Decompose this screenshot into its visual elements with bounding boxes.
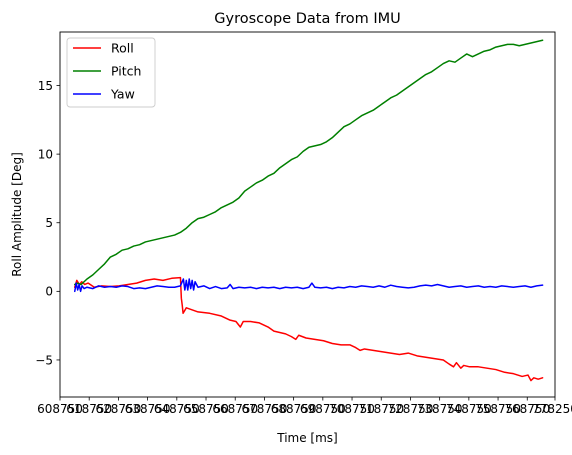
legend-box bbox=[66, 37, 156, 108]
legend-label-pitch: Pitch bbox=[111, 64, 141, 79]
x-tick-label: 708750 bbox=[329, 402, 375, 416]
x-tick-label: 638750 bbox=[125, 402, 171, 416]
x-tick-label: 718750 bbox=[358, 402, 404, 416]
plot-area bbox=[59, 31, 556, 398]
y-tick-label: 0 bbox=[45, 285, 53, 299]
x-tick-label: 648750 bbox=[154, 402, 200, 416]
legend: Roll Pitch Yaw bbox=[66, 37, 156, 108]
y-tick-label: 10 bbox=[38, 147, 53, 161]
x-tick-label: 608750 bbox=[37, 402, 83, 416]
x-tick-label: 748750 bbox=[446, 402, 492, 416]
chart-title: Gyroscope Data from IMU bbox=[214, 11, 400, 27]
series-line-roll bbox=[74, 276, 544, 382]
x-axis-label: Time [ms] bbox=[276, 431, 338, 445]
legend-label-yaw: Yaw bbox=[110, 87, 135, 102]
y-tick-label: 5 bbox=[45, 216, 53, 230]
x-tick-label: 668750 bbox=[212, 402, 258, 416]
x-tick-label: 658750 bbox=[183, 402, 229, 416]
x-tick-label: 778250 bbox=[532, 402, 572, 416]
series-line-yaw bbox=[74, 278, 544, 293]
series-layer bbox=[74, 39, 544, 382]
x-tick-label: 618750 bbox=[66, 402, 112, 416]
x-tick-label: 628750 bbox=[96, 402, 142, 416]
x-axis: 6087506187506287506387506487506587506687… bbox=[37, 397, 572, 416]
x-tick-label: 738750 bbox=[417, 402, 463, 416]
y-axis: −5 0 5 10 15 bbox=[35, 79, 60, 367]
series-line-pitch bbox=[74, 39, 544, 286]
axes-frame bbox=[59, 31, 556, 398]
y-tick-label: −5 bbox=[35, 353, 53, 367]
x-tick-label: 728750 bbox=[388, 402, 434, 416]
x-tick-label: 678750 bbox=[242, 402, 288, 416]
x-tick-label: 758750 bbox=[475, 402, 521, 416]
legend-label-roll: Roll bbox=[111, 41, 134, 56]
y-tick-label: 15 bbox=[38, 79, 53, 93]
x-tick-label: 688750 bbox=[271, 402, 317, 416]
x-tick-label: 698750 bbox=[300, 402, 346, 416]
x-tick-label: 768750 bbox=[504, 402, 550, 416]
y-axis-label: Roll Amplitude [Deg] bbox=[10, 152, 24, 277]
